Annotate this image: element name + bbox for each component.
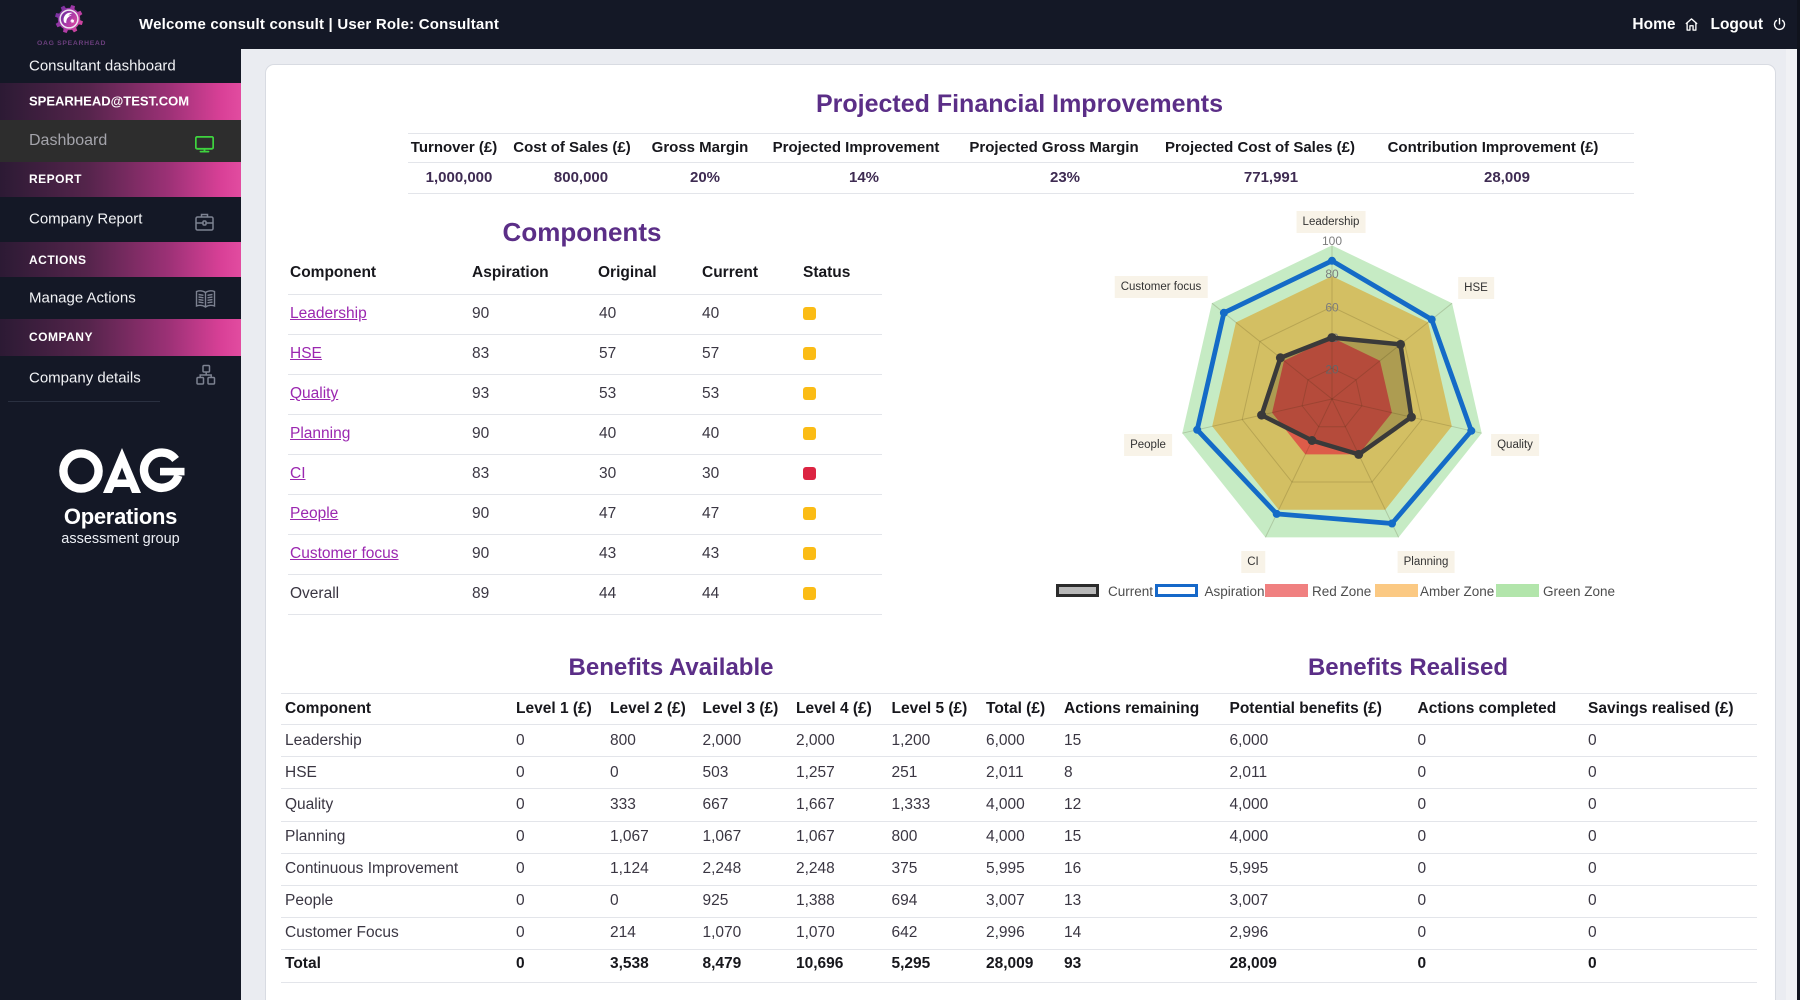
svg-text:80: 80 bbox=[1325, 267, 1339, 281]
svg-text:20: 20 bbox=[1325, 363, 1339, 377]
svg-text:60: 60 bbox=[1325, 301, 1339, 315]
svg-text:100: 100 bbox=[1322, 234, 1342, 248]
